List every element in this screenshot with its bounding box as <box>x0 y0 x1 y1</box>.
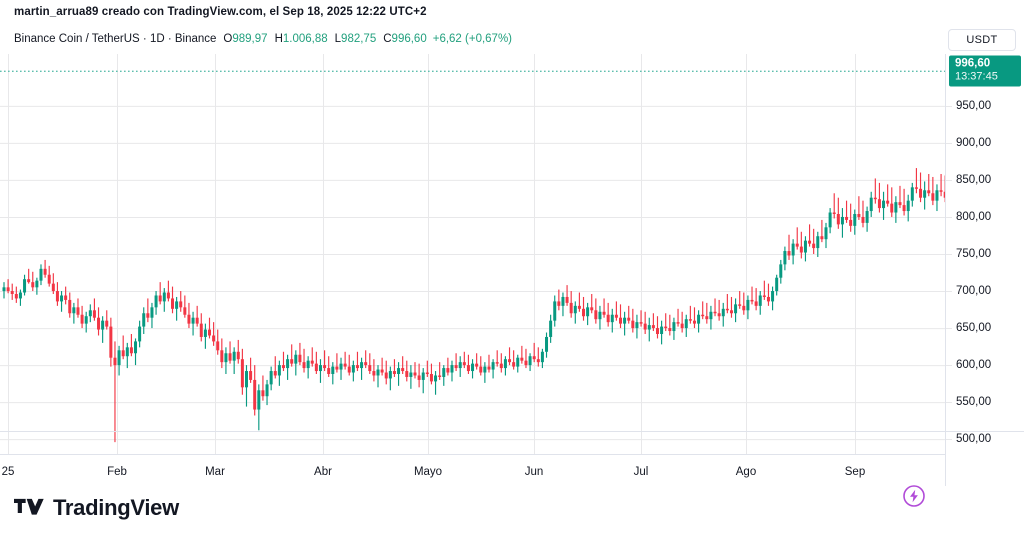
time-tick-label: Feb <box>107 466 127 478</box>
high-value: 1.006,88 <box>282 33 328 45</box>
tradingview-wordmark: TradingView <box>53 495 179 520</box>
price-axis[interactable]: 950,00 900,00 850,00 800,00 750,00 700,00 650,… <box>945 54 1024 486</box>
price-tick-label: 900,00 <box>956 136 992 149</box>
open-value: 989,97 <box>232 33 268 45</box>
high-label: H <box>274 33 283 45</box>
time-tick-label: Sep <box>844 466 866 478</box>
low-label: L <box>334 33 342 45</box>
price-tick-label: 850,00 <box>956 173 992 186</box>
price-tick-mark <box>946 179 952 181</box>
price-tick-mark <box>946 402 952 404</box>
ohlc-low: L982,75 <box>335 33 377 45</box>
time-tick-label: Jul <box>633 466 649 478</box>
close-label: C <box>383 33 392 45</box>
time-tick-label: Ago <box>735 466 757 478</box>
ohlc-close: C996,60 <box>383 33 427 45</box>
symbol-title[interactable]: Binance Coin / TetherUS · 1D · Binance <box>14 33 217 45</box>
ohlc-open: O989,97 <box>223 33 267 45</box>
close-value: 996,60 <box>391 33 427 45</box>
price-tick-label: 650,00 <box>956 322 992 335</box>
pane-bottom-divider <box>0 431 1024 432</box>
price-tick-mark <box>946 142 952 144</box>
candlestick-plot[interactable] <box>0 54 945 454</box>
change-value: +6,62 (+0,67%) <box>432 33 513 45</box>
price-tick-label: 600,00 <box>956 359 992 372</box>
attribution-text: martin_arrua89 creado con TradingView.co… <box>14 6 427 18</box>
current-price-badge[interactable]: 996,60 13:37:45 <box>949 55 1021 87</box>
price-tick-label: 700,00 <box>956 285 992 298</box>
price-tick-mark <box>946 216 952 218</box>
ohlc-high: H1.006,88 <box>275 33 328 45</box>
price-tick-mark <box>946 105 952 107</box>
spark-lightning-icon[interactable] <box>902 484 926 508</box>
low-value: 982,75 <box>341 33 377 45</box>
time-tick-label: Mayo <box>413 466 443 478</box>
current-price-value: 996,60 <box>955 57 991 70</box>
open-label: O <box>223 33 233 45</box>
price-tick-mark <box>946 365 952 367</box>
chart-canvas <box>0 54 945 454</box>
price-tick-label: 500,00 <box>956 433 992 446</box>
price-tick-label: 750,00 <box>956 248 992 260</box>
tradingview-logo-icon <box>14 498 44 515</box>
chart-legend-bar: Binance Coin / TetherUS · 1D · Binance O9… <box>0 26 1024 54</box>
price-tick-mark <box>946 291 952 293</box>
price-tick-label: 950,00 <box>956 99 992 112</box>
current-price-countdown: 13:37:45 <box>955 70 998 83</box>
time-tick-label: Abr <box>314 466 332 478</box>
price-tick-mark <box>946 254 952 255</box>
price-tick-label: 550,00 <box>956 396 992 409</box>
time-tick-label: Mar <box>205 466 225 478</box>
time-tick-label: Jun <box>524 466 544 478</box>
symbol-legend[interactable]: Binance Coin / TetherUS · 1D · Binance O9… <box>14 32 512 47</box>
price-tick-mark <box>946 439 952 441</box>
price-tick-mark <box>946 328 952 330</box>
time-tick-label: 25 <box>1 466 15 478</box>
price-tick-label: 800,00 <box>956 210 992 223</box>
time-axis[interactable]: 25 Feb Mar Abr Mayo Jun Jul Ago Sep <box>0 454 945 486</box>
chart-pane: 950,00 900,00 850,00 800,00 750,00 700,00 650,… <box>0 54 1024 507</box>
quote-currency-button[interactable]: USDT <box>948 29 1016 51</box>
tradingview-footer: TradingView <box>14 497 179 519</box>
